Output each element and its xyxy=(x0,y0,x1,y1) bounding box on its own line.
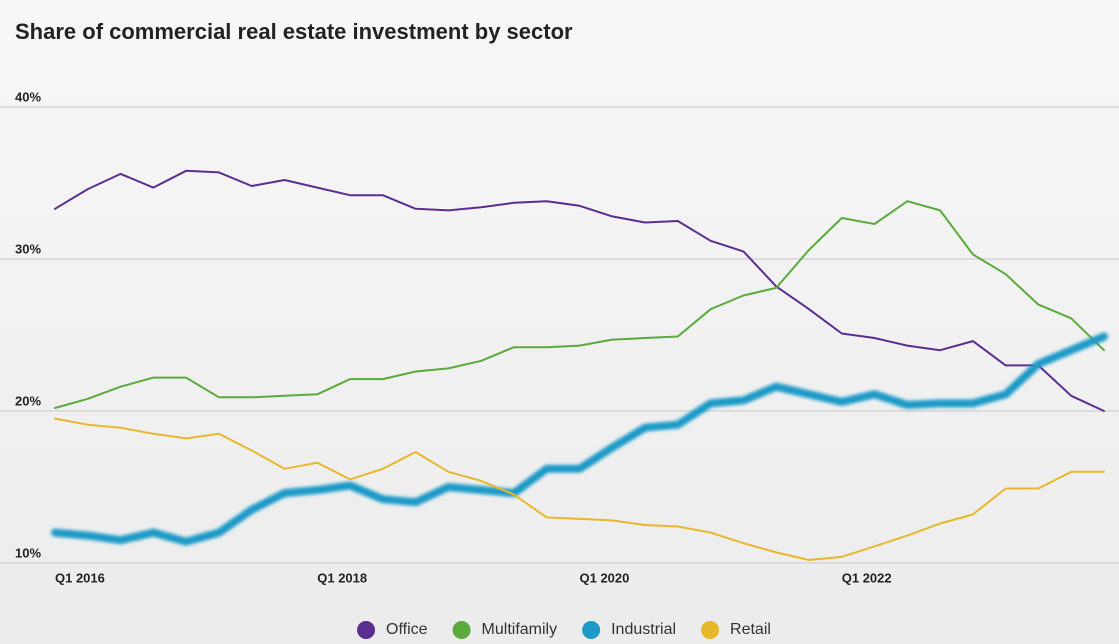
y-tick-label: 10% xyxy=(15,545,41,560)
series-line xyxy=(54,169,1105,412)
legend-marker xyxy=(582,621,601,639)
legend-marker xyxy=(357,621,376,639)
series-line xyxy=(54,417,1105,561)
legend-label: Multifamily xyxy=(482,621,558,638)
series-line xyxy=(51,332,1108,546)
x-tick-label: Q1 2022 xyxy=(842,570,892,585)
y-tick-label: 20% xyxy=(15,393,41,408)
y-tick-label: 30% xyxy=(15,241,41,256)
legend-label: Office xyxy=(386,621,428,638)
y-tick-label: 40% xyxy=(15,89,41,104)
x-tick-label: Q1 2016 xyxy=(55,570,105,585)
legend-marker xyxy=(701,621,720,639)
x-tick-label: Q1 2018 xyxy=(317,570,367,585)
x-tick-label: Q1 2020 xyxy=(580,570,630,585)
chart-title: Share of commercial real estate investme… xyxy=(15,19,573,44)
legend-label: Industrial xyxy=(611,621,676,638)
series-line xyxy=(54,200,1105,409)
legend-marker xyxy=(452,621,471,639)
legend-label: Retail xyxy=(730,621,771,638)
